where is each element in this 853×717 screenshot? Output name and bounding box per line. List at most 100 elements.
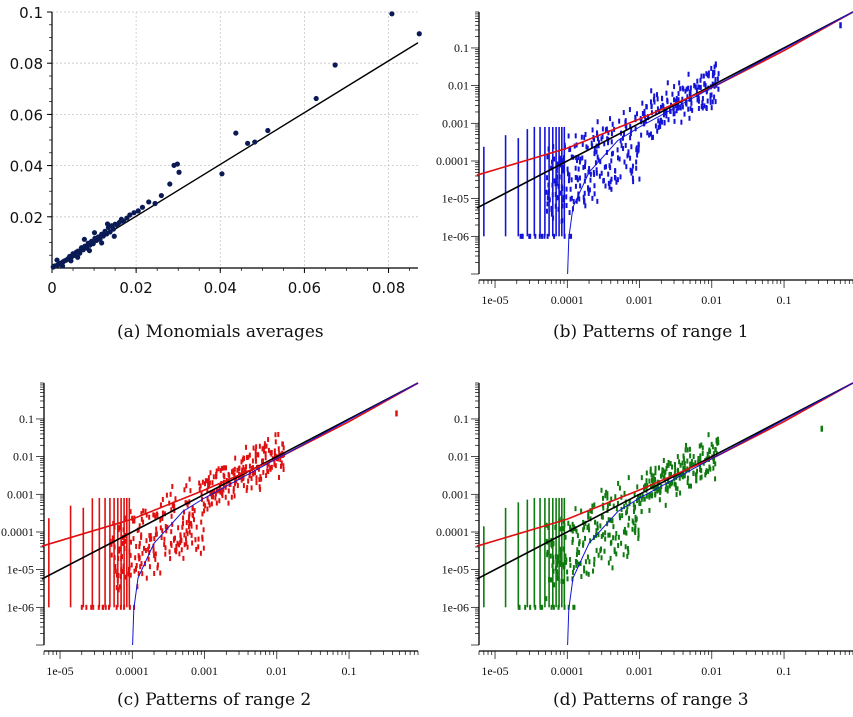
data-point: [547, 190, 550, 196]
data-point: [593, 191, 596, 197]
data-point: [583, 568, 586, 574]
data-point: [546, 201, 549, 207]
data-point: [262, 448, 265, 454]
data-point: [630, 127, 633, 133]
data-point: [652, 473, 655, 479]
data-point: [711, 99, 714, 105]
data-point: [159, 525, 162, 531]
data-point: [552, 215, 555, 221]
data-point: [547, 576, 550, 582]
data-point: [650, 104, 653, 110]
data-point: [81, 236, 87, 242]
data-point: [181, 524, 184, 530]
data-point: [597, 139, 600, 145]
data-point: [685, 442, 688, 448]
data-point: [122, 563, 125, 569]
data-point: [141, 571, 144, 577]
data-point: [622, 110, 625, 116]
data-point: [667, 462, 670, 468]
data-point: [591, 127, 594, 133]
data-point: [115, 585, 118, 591]
data-point: [247, 454, 250, 460]
data-point: [623, 159, 626, 165]
data-point: [626, 153, 629, 159]
data-point: [197, 536, 200, 542]
data-point: [567, 133, 570, 139]
data-point: [164, 545, 167, 551]
data-point: [577, 166, 580, 172]
data-point: [675, 108, 678, 114]
data-point: [611, 121, 614, 127]
data-point: [270, 451, 273, 457]
data-point: [699, 463, 702, 469]
data-point: [689, 483, 692, 489]
data-point: [553, 178, 556, 184]
data-point: [627, 149, 630, 155]
data-point: [232, 485, 235, 491]
data-point: [282, 463, 285, 469]
data-point: [556, 161, 559, 167]
data-point: [245, 455, 248, 461]
data-point: [632, 502, 635, 508]
data-point: [117, 587, 120, 593]
data-point: [54, 257, 60, 263]
data-point: [170, 542, 173, 548]
tick-label-y: 0.01: [13, 450, 34, 464]
tick-label-x: 0: [47, 279, 57, 297]
data-point: [678, 471, 681, 477]
data-point: [159, 502, 162, 508]
data-point: [636, 484, 639, 490]
data-point: [254, 448, 257, 454]
data-point: [171, 502, 174, 508]
data-point: [679, 462, 682, 468]
data-point: [102, 604, 105, 610]
data-point: [191, 505, 194, 511]
data-point: [568, 175, 571, 181]
data-point: [717, 439, 720, 445]
data-point: [560, 550, 563, 556]
data-point: [616, 177, 619, 183]
data-point: [252, 139, 258, 145]
tick-label-y: 0.1: [454, 41, 469, 55]
data-point: [154, 514, 157, 520]
data-point: [209, 470, 212, 476]
data-point: [140, 561, 143, 567]
data-point: [657, 487, 660, 493]
data-point: [577, 155, 580, 161]
data-point: [612, 535, 615, 541]
tick-label-x: 0.1: [777, 293, 792, 307]
data-point: [173, 504, 176, 510]
data-point: [267, 461, 270, 467]
data-point: [524, 604, 527, 610]
data-point: [673, 462, 676, 468]
data-point: [707, 432, 710, 438]
data-point: [233, 481, 236, 487]
data-point: [214, 491, 217, 497]
data-point: [703, 103, 706, 109]
data-point: [578, 539, 581, 545]
data-point: [580, 574, 583, 580]
data-point: [119, 574, 122, 580]
data-point: [575, 562, 578, 568]
data-point: [572, 198, 575, 204]
data-point: [280, 460, 283, 466]
data-point: [121, 540, 124, 546]
data-point: [591, 503, 594, 509]
data-point: [583, 190, 586, 196]
data-point: [570, 177, 573, 183]
data-point: [258, 484, 261, 490]
data-point: [132, 518, 135, 524]
data-point: [629, 135, 632, 141]
data-point: [617, 480, 620, 486]
data-point: [662, 104, 665, 110]
data-point: [631, 163, 634, 169]
data-point: [104, 604, 107, 610]
data-point: [241, 470, 244, 476]
tick-label-x: 0.0001: [116, 664, 149, 678]
data-point: [717, 71, 720, 77]
data-point: [675, 96, 678, 102]
data-point: [627, 475, 630, 481]
data-point: [654, 123, 657, 129]
data-point: [631, 526, 634, 532]
data-point: [282, 467, 285, 473]
